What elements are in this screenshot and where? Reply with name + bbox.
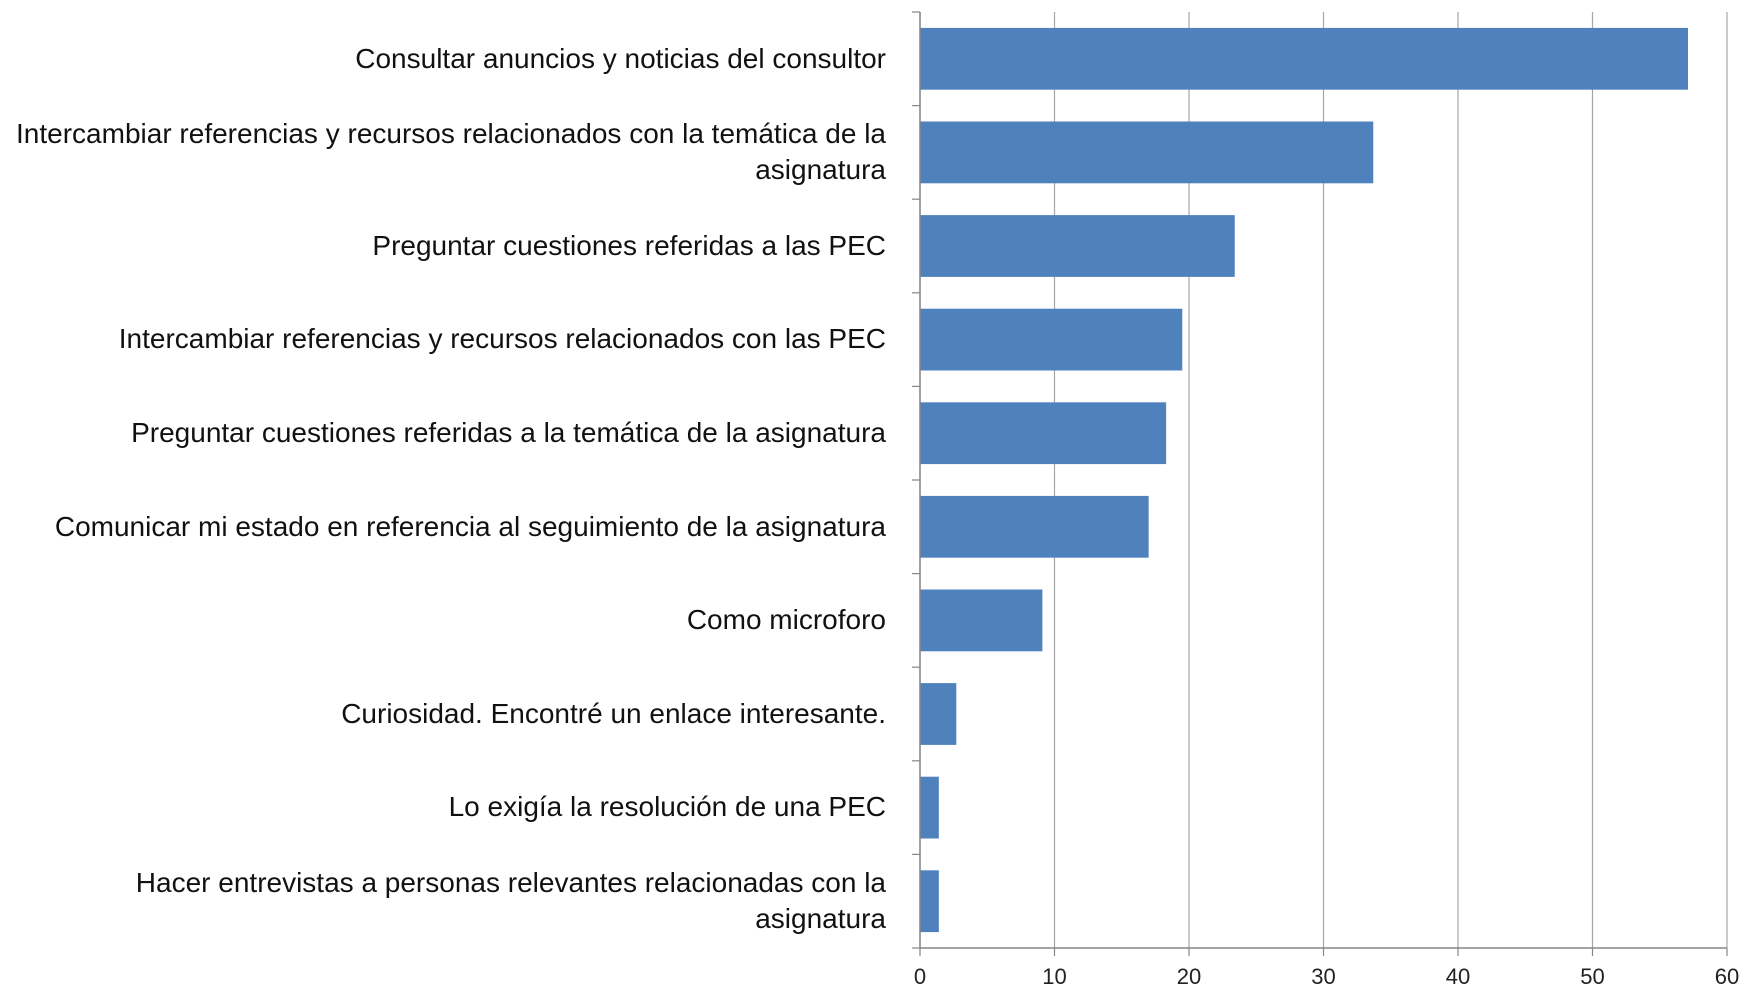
x-tick-label: 20 (1177, 964, 1201, 989)
bar (920, 308, 1183, 371)
bar (920, 402, 1167, 465)
category-label: Preguntar cuestiones referidas a la temá… (131, 416, 886, 448)
bar (920, 495, 1149, 558)
category-label: Lo exigía la resolución de una PEC (448, 791, 886, 823)
bar (920, 683, 957, 745)
x-tick-label: 30 (1311, 964, 1335, 989)
bar (920, 589, 1043, 652)
category-label: Intercambiar referencias y recursos rela… (16, 118, 886, 186)
category-label: Preguntar cuestiones referidas a las PEC (372, 229, 886, 261)
x-tick-label: 50 (1580, 964, 1604, 989)
category-label: Como microforo (686, 604, 886, 636)
x-tick-label: 60 (1715, 964, 1739, 989)
bar (920, 776, 939, 839)
category-label: Intercambiar referencias y recursos rela… (118, 323, 886, 355)
bar (920, 870, 939, 933)
x-tick-label: 0 (914, 964, 926, 989)
bar (920, 121, 1374, 184)
category-label: Hacer entrevistas a personas relevantes … (135, 866, 886, 935)
bar (920, 27, 1688, 90)
x-tick-label: 10 (1042, 964, 1066, 989)
category-label: Comunicar mi estado en referencia al seg… (54, 510, 886, 542)
bar (920, 215, 1235, 277)
category-label: Curiosidad. Encontré un enlace interesan… (341, 697, 886, 729)
category-label: Consultar anuncios y noticias del consul… (355, 42, 886, 74)
x-tick-label: 40 (1446, 964, 1470, 989)
